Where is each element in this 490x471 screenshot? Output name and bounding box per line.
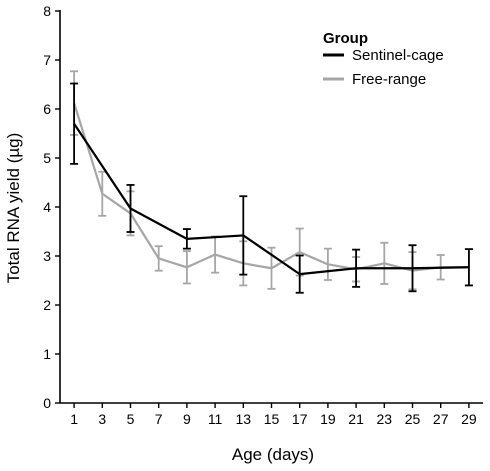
x-tick-label: 5: [127, 411, 135, 427]
y-tick-label: 7: [43, 52, 51, 68]
series-sentinel-cage: [70, 82, 473, 294]
x-tick-label: 21: [348, 411, 364, 427]
x-tick-label: 3: [98, 411, 106, 427]
x-tick-label: 15: [264, 411, 280, 427]
y-tick-label: 4: [43, 199, 51, 215]
x-tick-label: 13: [236, 411, 252, 427]
legend: Group Sentinel-cage Free-range: [323, 30, 444, 88]
y-tick-label: 3: [43, 248, 51, 264]
legend-title: Group: [323, 30, 368, 47]
legend-label: Sentinel-cage: [352, 47, 444, 64]
x-tick-label: 9: [183, 411, 191, 427]
y-tick-label: 1: [43, 346, 51, 362]
x-tick-label: 17: [292, 411, 308, 427]
x-tick-label: 27: [433, 411, 449, 427]
x-tick-label: 11: [208, 411, 223, 427]
x-tick-label: 23: [377, 411, 393, 427]
x-tick-label: 29: [461, 411, 477, 427]
x-tick-label: 7: [155, 411, 163, 427]
series-layer: [70, 70, 473, 294]
x-tick-label: 25: [405, 411, 421, 427]
y-tick-label: 2: [43, 297, 51, 313]
x-tick-label: 19: [320, 411, 336, 427]
y-tick-label: 0: [43, 395, 51, 411]
y-tick-label: 8: [43, 3, 51, 19]
x-axis-title: Age (days): [232, 445, 314, 464]
y-tick-label: 5: [43, 150, 51, 166]
y-axis-title: Total RNA yield (µg): [4, 133, 23, 284]
legend-label: Free-range: [352, 71, 426, 88]
series-line: [73, 123, 469, 276]
y-tick-label: 6: [43, 101, 51, 117]
x-tick-label: 1: [70, 411, 78, 427]
